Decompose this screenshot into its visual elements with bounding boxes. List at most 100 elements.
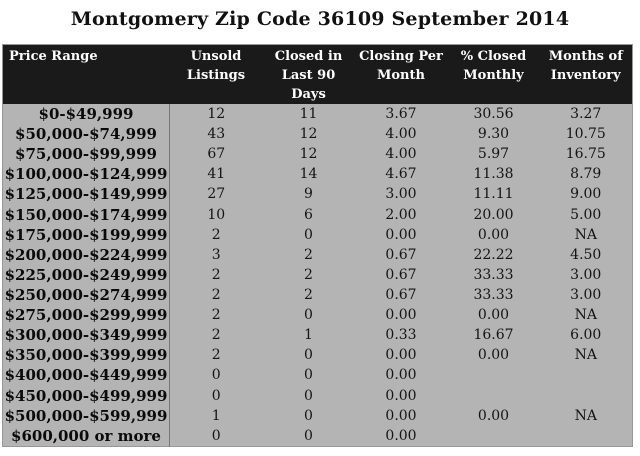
price-range-cell: $175,000-$199,999 — [2, 224, 170, 245]
closing-per-month-cell: 4.00 — [385, 146, 417, 163]
table-row: $300,000-$349,999 2 1 0.33 16.67 6.00 — [2, 325, 633, 346]
unsold-listings-cell: 2 — [211, 327, 221, 344]
pct-closed-monthly-cell — [448, 365, 540, 385]
closing-per-month-cell: 0.67 — [385, 287, 417, 304]
unsold-listings-cell: 2 — [211, 266, 221, 283]
closing-per-month-cell: 2.00 — [385, 206, 417, 223]
closing-per-month-cell: 0.00 — [385, 427, 417, 444]
months-inventory-cell: 10.75 — [565, 126, 606, 143]
closing-per-month-cell: 0.00 — [385, 407, 417, 424]
price-range-cell: $200,000-$224,999 — [2, 244, 170, 265]
col-header-pct-closed-monthly: % Closed Monthly — [447, 44, 540, 104]
closed-90-days-cell: 2 — [304, 246, 313, 263]
table-row: $350,000-$399,999 2 0 0.00 0.00 NA — [2, 345, 633, 366]
table-row: $175,000-$199,999 2 0 0.00 0.00 NA — [2, 224, 633, 245]
price-range-cell: $125,000-$149,999 — [2, 184, 170, 205]
price-range-cell: $50,000-$74,999 — [2, 124, 170, 145]
closed-90-days-cell: 2 — [304, 266, 313, 283]
closing-per-month-cell: 4.67 — [385, 166, 417, 183]
closing-per-month-cell: 0.00 — [385, 387, 417, 404]
closed-90-days-cell: 9 — [304, 186, 313, 203]
price-range-cell: $100,000-$124,999 — [2, 164, 170, 185]
pct-closed-monthly-cell: 33.33 — [473, 287, 514, 304]
closing-per-month-cell: 0.67 — [385, 246, 417, 263]
price-range-cell: $600,000 or more — [2, 425, 170, 447]
pct-closed-monthly-cell: 20.00 — [473, 206, 514, 223]
table-row: $0-$49,999 12 11 3.67 30.56 3.27 — [2, 104, 633, 125]
price-range-cell: $0-$49,999 — [2, 104, 170, 125]
closed-90-days-cell: 0 — [304, 347, 313, 364]
closed-90-days-cell: 0 — [304, 387, 313, 404]
months-inventory-cell — [540, 426, 633, 447]
table-row: $225,000-$249,999 2 2 0.67 33.33 3.00 — [2, 264, 633, 285]
closed-90-days-cell: 0 — [304, 367, 313, 384]
price-range-cell: $400,000-$449,999 — [2, 365, 170, 386]
months-inventory-cell: NA — [574, 347, 597, 364]
unsold-listings-cell: 0 — [211, 367, 221, 384]
unsold-listings-cell: 10 — [207, 206, 226, 223]
table-row: $450,000-$499,999 0 0 0.00 — [2, 385, 633, 406]
pct-closed-monthly-cell: 0.00 — [477, 407, 510, 424]
table-row: $500,000-$599,999 1 0 0.00 0.00 NA — [2, 405, 633, 426]
price-range-cell: $225,000-$249,999 — [2, 264, 170, 285]
months-inventory-cell: 3.00 — [570, 287, 602, 304]
table-row: $150,000-$174,999 10 6 2.00 20.00 5.00 — [2, 204, 633, 225]
closing-per-month-cell: 3.67 — [385, 106, 417, 123]
closed-90-days-cell: 0 — [304, 427, 313, 444]
pct-closed-monthly-cell — [448, 426, 540, 447]
price-range-stats-table: Price Range Unsold Listings Closed in La… — [2, 44, 633, 447]
closed-90-days-cell: 12 — [299, 146, 318, 163]
months-inventory-cell: 8.79 — [570, 166, 602, 183]
col-header-closed-last-90-days: Closed in Last 90 Days — [262, 44, 355, 104]
col-header-months-of-inventory: Months of Inventory — [539, 44, 633, 104]
closed-90-days-cell: 0 — [304, 307, 313, 324]
unsold-listings-cell: 1 — [211, 407, 221, 424]
months-inventory-cell: 16.75 — [565, 146, 606, 163]
pct-closed-monthly-cell: 22.22 — [473, 246, 514, 263]
closed-90-days-cell: 0 — [304, 407, 313, 424]
unsold-listings-cell: 2 — [211, 307, 221, 324]
pct-closed-monthly-cell: 11.11 — [473, 186, 514, 203]
col-header-price-range: Price Range — [2, 44, 170, 104]
price-range-cell: $275,000-$299,999 — [2, 305, 170, 326]
table-body: $0-$49,999 12 11 3.67 30.56 3.27 $50,000-$74,9… — [2, 104, 633, 447]
unsold-listings-cell: 41 — [207, 166, 226, 183]
months-inventory-cell: 5.00 — [570, 206, 602, 223]
price-range-cell: $250,000-$274,999 — [2, 284, 170, 306]
closed-90-days-cell: 11 — [299, 106, 318, 123]
unsold-listings-cell: 2 — [211, 226, 221, 243]
unsold-listings-cell: 12 — [207, 106, 226, 123]
months-inventory-cell: NA — [574, 407, 597, 424]
closed-90-days-cell: 12 — [299, 126, 318, 143]
closing-per-month-cell: 0.00 — [385, 367, 417, 384]
pct-closed-monthly-cell: 9.30 — [477, 126, 510, 143]
months-inventory-cell: NA — [574, 226, 597, 243]
unsold-listings-cell: 2 — [211, 347, 221, 364]
months-inventory-cell: 3.27 — [570, 106, 602, 123]
table-row: $100,000-$124,999 41 14 4.67 11.38 8.79 — [2, 164, 633, 185]
unsold-listings-cell: 67 — [207, 146, 226, 163]
closing-per-month-cell: 0.33 — [385, 327, 417, 344]
pct-closed-monthly-cell: 16.67 — [473, 327, 514, 344]
table-row: $250,000-$274,999 2 2 0.67 33.33 3.00 — [2, 284, 633, 306]
price-range-cell: $500,000-$599,999 — [2, 405, 170, 426]
price-range-cell: $350,000-$399,999 — [2, 345, 170, 366]
months-inventory-cell: 3.00 — [570, 266, 602, 283]
price-range-cell: $450,000-$499,999 — [2, 385, 170, 406]
unsold-listings-cell: 0 — [211, 387, 221, 404]
table-row: $275,000-$299,999 2 0 0.00 0.00 NA — [2, 305, 633, 326]
unsold-listings-cell: 3 — [211, 246, 221, 263]
pct-closed-monthly-cell: 5.97 — [477, 146, 510, 163]
months-inventory-cell — [540, 386, 633, 406]
unsold-listings-cell: 2 — [211, 287, 221, 304]
months-inventory-cell: 6.00 — [570, 327, 602, 344]
unsold-listings-cell: 0 — [211, 427, 221, 444]
table-header: Price Range Unsold Listings Closed in La… — [2, 44, 633, 104]
table-row: $50,000-$74,999 43 12 4.00 9.30 10.75 — [2, 124, 633, 145]
pct-closed-monthly-cell: 0.00 — [477, 226, 510, 243]
table-row: $200,000-$224,999 3 2 0.67 22.22 4.50 — [2, 244, 633, 265]
months-inventory-cell: NA — [574, 307, 597, 324]
closing-per-month-cell: 0.00 — [385, 226, 417, 243]
closing-per-month-cell: 0.00 — [385, 307, 417, 324]
